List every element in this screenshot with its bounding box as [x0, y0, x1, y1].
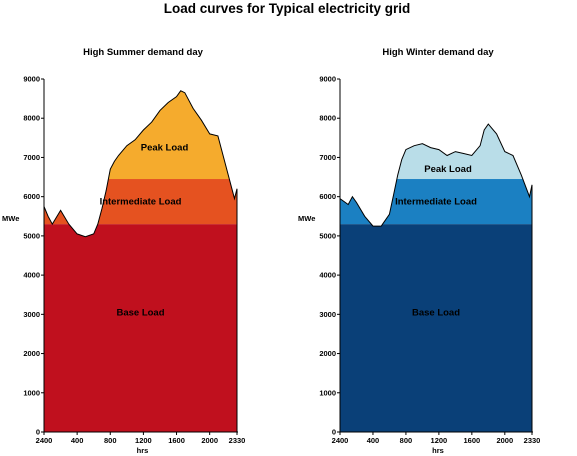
summer-y-tick-label: 0: [36, 428, 40, 437]
summer-y-tick-label: 2000: [23, 349, 40, 358]
winter-x-tick-label: 2400: [332, 436, 349, 445]
summer-x-tick-label: 1600: [168, 436, 185, 445]
summer-band-label-base-load: Base Load: [116, 307, 164, 318]
winter-y-tick-label: 9000: [319, 75, 336, 84]
winter-x-tick-label: 1200: [431, 436, 448, 445]
chart-title: Load curves for Typical electricity grid: [164, 1, 411, 16]
winter-x-tick-label: 400: [367, 436, 380, 445]
winter-y-tick-label: 7000: [319, 153, 336, 162]
summer-x-tick-label: 2400: [36, 436, 53, 445]
summer-y-tick-label: 9000: [23, 75, 40, 84]
summer-y-tick-label: 6000: [23, 192, 40, 201]
winter-y-tick-label: 8000: [319, 114, 336, 123]
winter-band-label-intermediate-load: Intermediate Load: [395, 197, 477, 208]
winter-y-tick-label: 3000: [319, 310, 336, 319]
winter-subtitle: High Winter demand day: [382, 47, 494, 58]
summer-y-tick-label: 3000: [23, 310, 40, 319]
winter-band-base-load: [340, 224, 532, 432]
winter-total-load-line: [339, 123, 533, 227]
winter-band-label-base-load: Base Load: [412, 307, 460, 318]
summer-y-tick-label: 1000: [23, 388, 40, 397]
winter-panel: Base Load Intermediate Load Peak Load 0 1000…: [298, 47, 540, 455]
winter-y-tick-label: 5000: [319, 231, 336, 240]
winter-y-tick-label: 1000: [319, 388, 336, 397]
summer-band-peak-load: [44, 90, 237, 180]
summer-y-tick-label: 5000: [23, 231, 40, 240]
summer-band-base-load: [44, 224, 237, 432]
summer-x-tick-label: 2330: [229, 436, 246, 445]
summer-x-tick-label: 1200: [135, 436, 152, 445]
summer-band-label-intermediate-load: Intermediate Load: [100, 197, 182, 208]
winter-y-tick-label: 2000: [319, 349, 336, 358]
summer-x-axis-label: hrs: [137, 446, 149, 455]
summer-panel: Base Load Intermediate Load Peak Load 0 1000…: [2, 47, 245, 455]
winter-y-tick-label: 4000: [319, 271, 336, 280]
summer-subtitle: High Summer demand day: [83, 47, 204, 58]
summer-band-label-peak-load: Peak Load: [141, 143, 189, 154]
summer-x-tick-label: 800: [104, 436, 117, 445]
summer-x-tick-label: 2000: [201, 436, 218, 445]
winter-band-label-peak-load: Peak Load: [424, 164, 472, 175]
winter-y-tick-label: 6000: [319, 192, 336, 201]
winter-x-tick-label: 800: [400, 436, 413, 445]
winter-x-tick-label: 2330: [524, 436, 541, 445]
winter-y-axis-label: MWe: [298, 214, 315, 223]
winter-y-tick-label: 0: [332, 428, 336, 437]
winter-x-tick-label: 2000: [496, 436, 513, 445]
summer-total-load-line: [43, 90, 238, 238]
summer-y-tick-label: 4000: [23, 271, 40, 280]
summer-y-tick-label: 7000: [23, 153, 40, 162]
summer-y-tick-label: 8000: [23, 114, 40, 123]
winter-x-tick-label: 1600: [464, 436, 481, 445]
winter-x-axis-label: hrs: [432, 446, 444, 455]
summer-x-tick-label: 400: [71, 436, 84, 445]
summer-y-axis-label: MWe: [2, 214, 19, 223]
